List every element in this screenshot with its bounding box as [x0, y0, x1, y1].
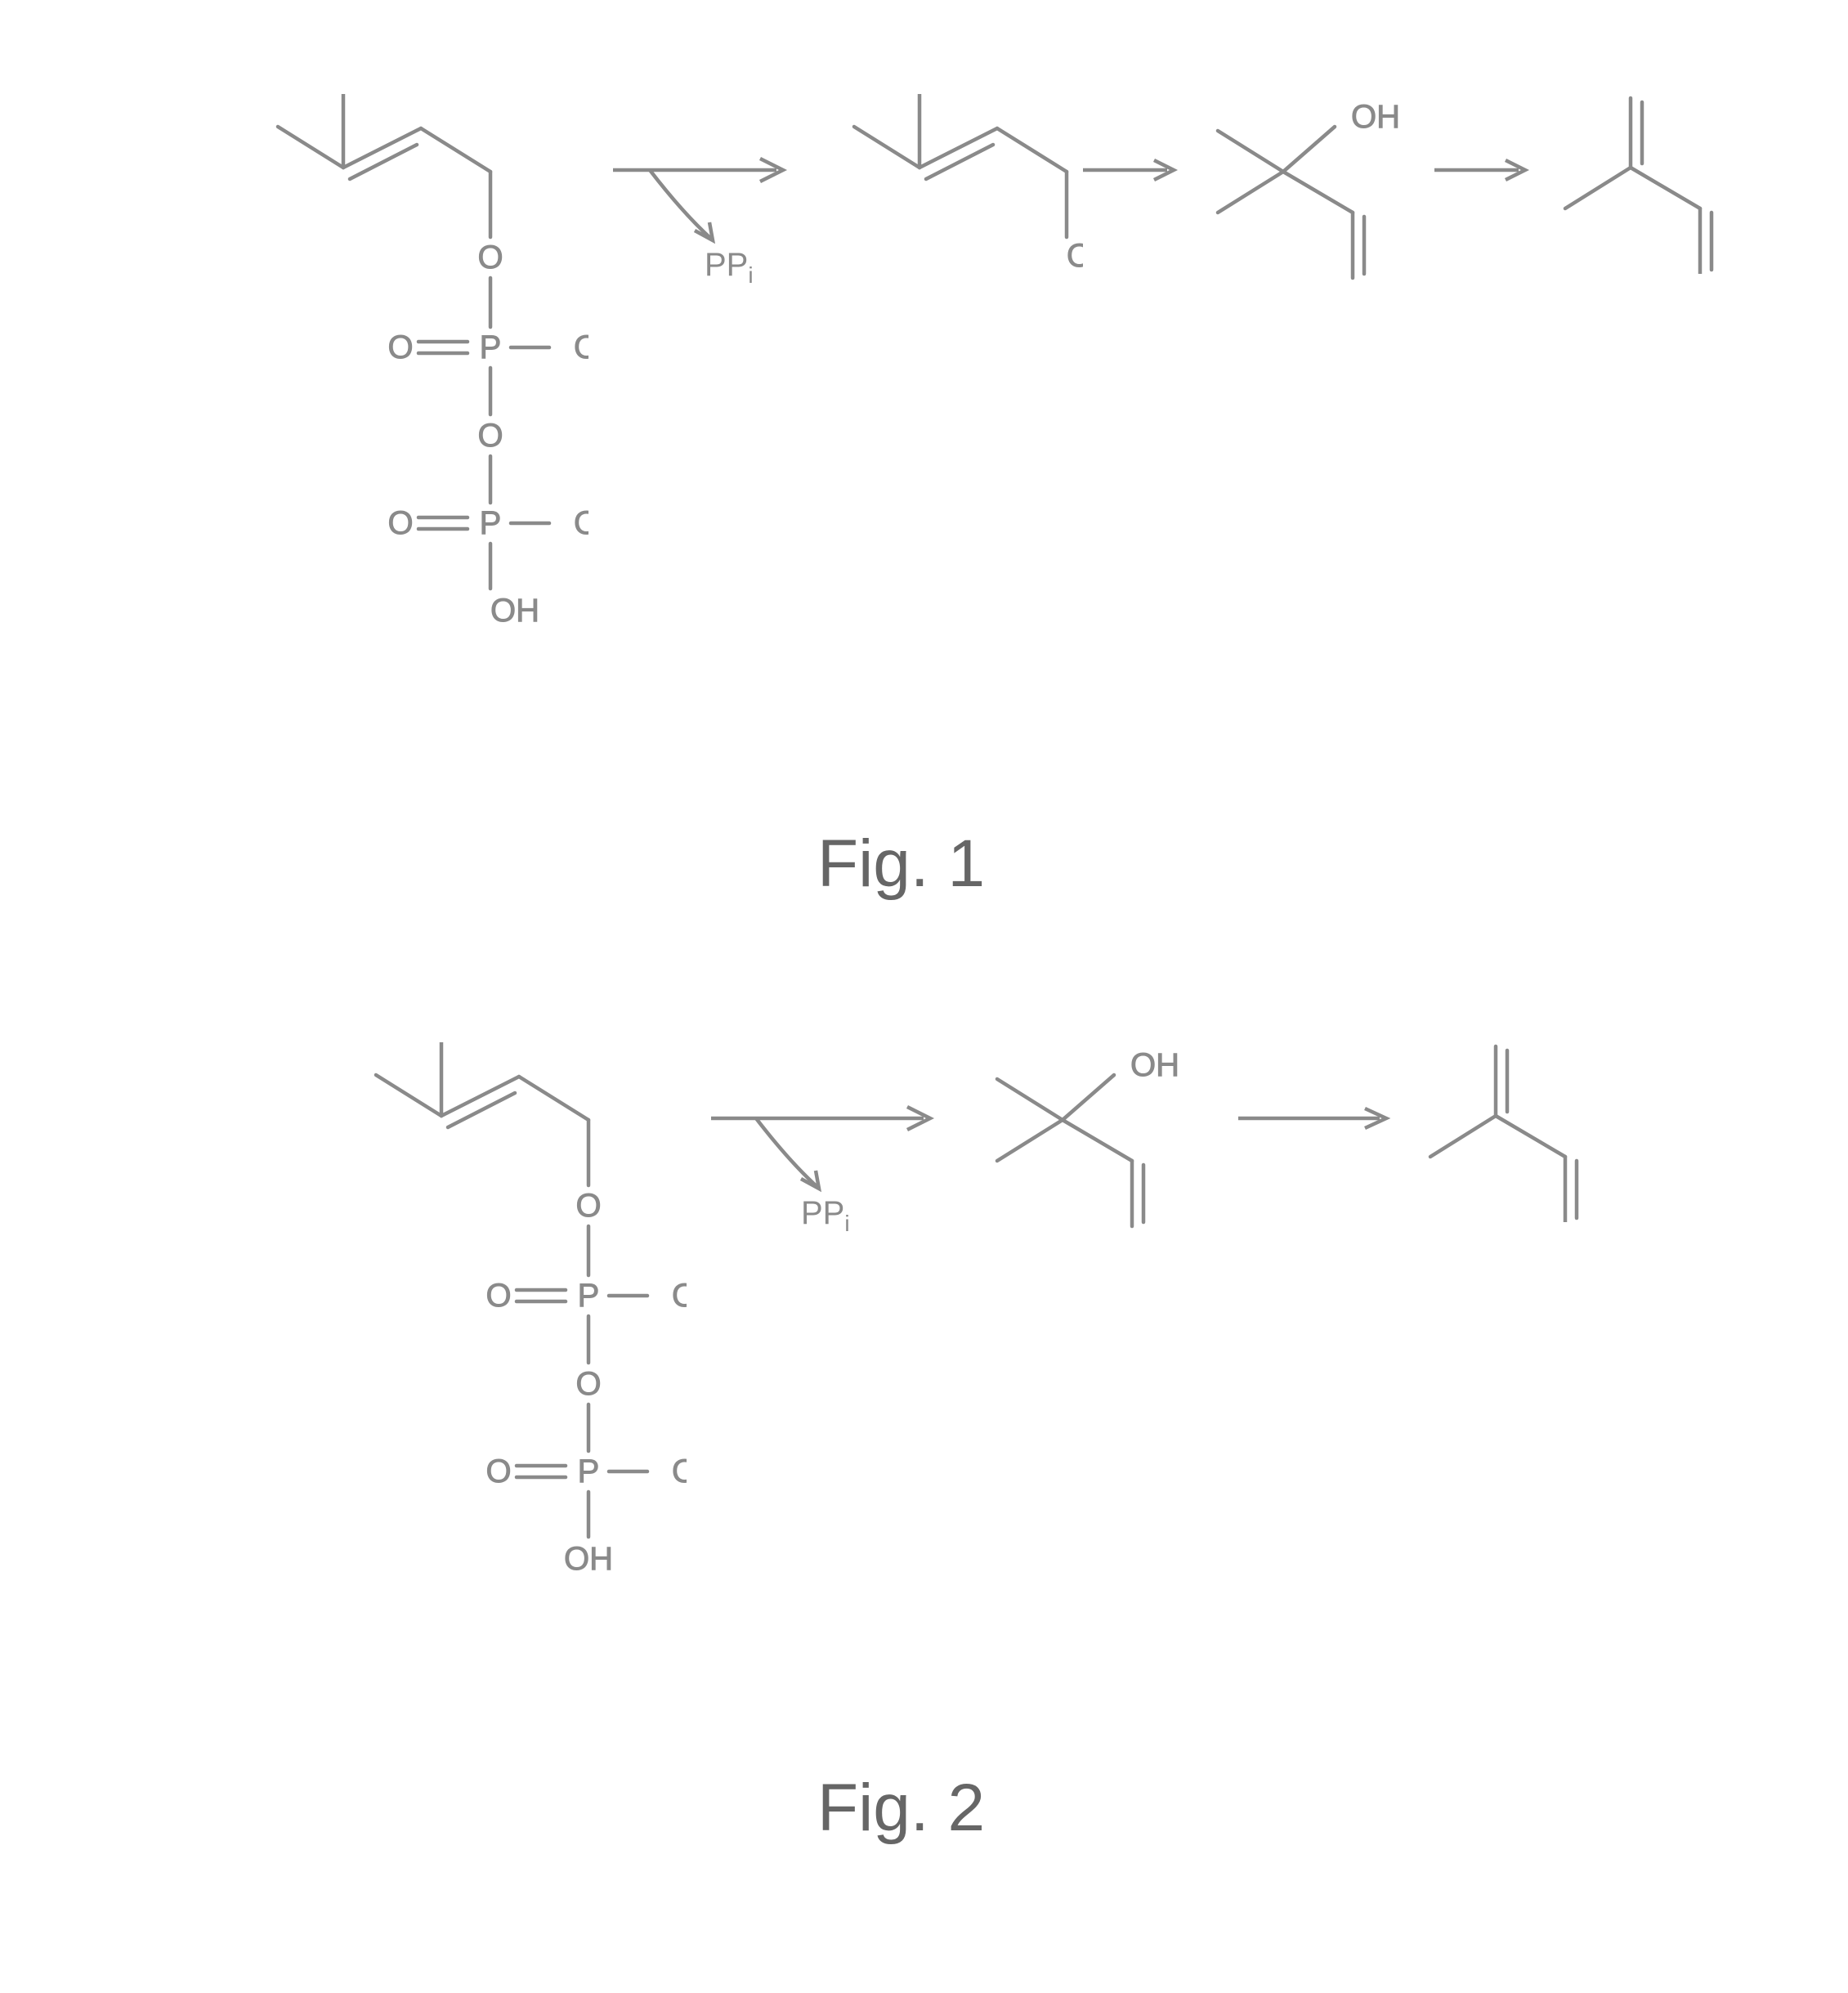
atom-oh-mbo: OH [1351, 99, 1400, 135]
reaction-arrow-1 [605, 147, 801, 262]
svg-text:O: O [575, 1366, 601, 1402]
atom-o-dbl2: O [387, 505, 413, 541]
atom-oh1: OH [574, 329, 588, 365]
molecule-isoprene-2 [1406, 1042, 1594, 1222]
byproduct-ppi-2: PPi [801, 1195, 850, 1237]
figure-2-caption: Fig. 2 [817, 1770, 985, 1847]
svg-text:O: O [575, 1188, 601, 1224]
atom-o-bridge: O [477, 418, 503, 454]
molecule-mbo: OH [1189, 94, 1434, 282]
byproduct-ppi-1: PPi [705, 247, 754, 289]
svg-text:OH: OH [564, 1541, 613, 1577]
svg-text:OH: OH [672, 1278, 687, 1314]
figure-1-caption: Fig. 1 [817, 826, 985, 902]
atom-oh2: OH [574, 505, 588, 541]
atom-p1: P [480, 329, 502, 365]
atom-o-ester: O [477, 240, 503, 275]
svg-text:P: P [578, 1278, 600, 1314]
molecule-prenol: OH [821, 94, 1083, 282]
svg-text:OH: OH [672, 1453, 687, 1489]
molecule-dmapp-2: O P O OH O P O OH OH [343, 1042, 687, 1582]
molecule-isoprene [1541, 94, 1729, 274]
molecule-dmapp: O P O OH O P O OH OH [245, 94, 588, 634]
reaction-arrow-5 [1234, 1102, 1398, 1135]
svg-text:P: P [578, 1453, 600, 1489]
reaction-arrow-2 [1079, 154, 1185, 186]
atom-p2: P [480, 505, 502, 541]
atom-o-dbl1: O [387, 329, 413, 365]
reaction-arrow-3 [1430, 154, 1537, 186]
atom-oh-mbo-2: OH [1130, 1047, 1179, 1083]
molecule-mbo-2: OH [969, 1042, 1214, 1230]
svg-text:O: O [485, 1453, 511, 1489]
atom-oh3: OH [490, 593, 539, 629]
svg-text:O: O [485, 1278, 511, 1314]
reaction-arrow-4 [703, 1095, 948, 1210]
atom-oh-prenol: OH [1067, 238, 1083, 274]
